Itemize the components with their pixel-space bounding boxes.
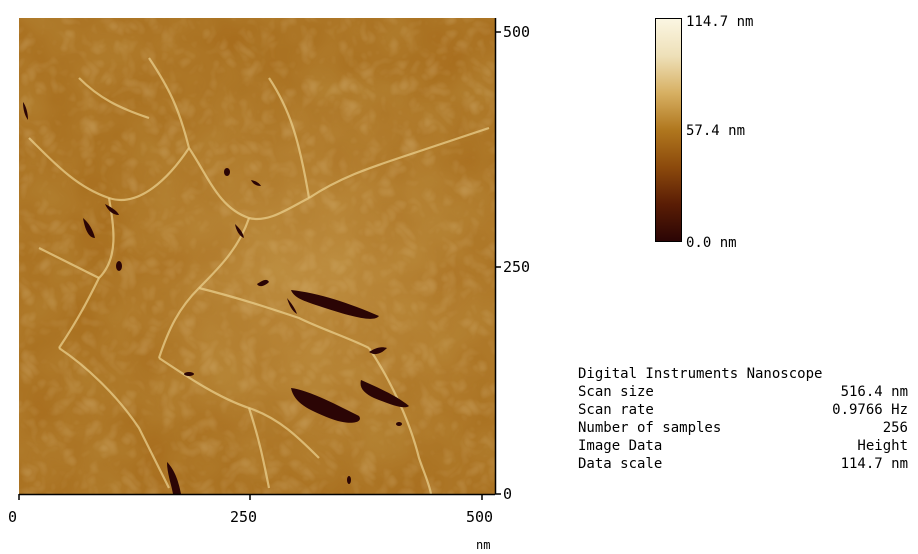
afm-height-image (19, 18, 495, 494)
pit-16 (347, 476, 351, 484)
info-value: Height (857, 438, 908, 454)
info-row: Data scale 114.7 nm (578, 455, 908, 473)
info-row: Scan rate 0.9766 Hz (578, 401, 908, 419)
scan-parameters: Scan size 516.4 nm Scan rate 0.9766 Hz Numbe… (578, 383, 908, 473)
info-label: Number of samples (578, 420, 722, 436)
info-value: 114.7 nm (840, 456, 908, 472)
pit-1 (291, 290, 379, 319)
pit-7 (235, 224, 244, 238)
pit-8 (251, 180, 261, 186)
info-row: Image Data Height (578, 437, 908, 455)
color-scale-bar (655, 18, 682, 242)
info-label: Scan rate (578, 402, 654, 418)
y-tick-label-0: 0 (503, 485, 513, 503)
info-label: Data scale (578, 456, 663, 472)
pit-10 (287, 298, 297, 314)
pit-17 (396, 422, 402, 426)
info-value: 516.4 nm (840, 384, 908, 400)
y-tick-label-500: 500 (503, 23, 531, 41)
info-label: Image Data (578, 438, 663, 454)
boundary-10 (78, 77, 150, 120)
info-row: Scan size 516.4 nm (578, 383, 908, 401)
x-tick-label-250: 250 (230, 508, 258, 526)
pit-14 (116, 261, 122, 271)
pit-2 (291, 388, 360, 423)
boundary-13 (38, 247, 100, 279)
grain-boundaries (28, 57, 490, 494)
info-label: Scan size (578, 384, 654, 400)
pit-9 (257, 279, 269, 287)
boundary-6 (198, 286, 370, 349)
pit-4 (167, 462, 181, 494)
boundary-4 (148, 57, 191, 149)
pit-11 (369, 347, 387, 355)
boundary-9 (308, 126, 490, 199)
boundary-12 (368, 347, 433, 494)
boundary-11 (268, 77, 311, 199)
scan-info-panel: Digital Instruments Nanoscope Scan size 5… (578, 365, 908, 473)
pit-6 (105, 204, 119, 215)
x-tick-label-0: 0 (8, 508, 18, 526)
pit-12 (23, 102, 28, 120)
info-value: 0.9766 Hz (832, 402, 908, 418)
x-axis-unit: nm (476, 538, 491, 552)
pit-15 (184, 372, 194, 376)
pit-3 (360, 380, 409, 408)
boundary-2 (58, 197, 115, 349)
colorbar-max-label: 114.7 nm (686, 14, 754, 30)
dark-pits (23, 102, 409, 494)
pit-13 (224, 168, 230, 176)
info-value: 256 (882, 420, 908, 436)
pit-5 (83, 218, 95, 238)
y-tick-label-250: 250 (503, 258, 531, 276)
bright-region (19, 18, 495, 494)
boundary-3 (188, 147, 310, 221)
colorbar-mid-label: 57.4 nm (686, 123, 746, 139)
info-row: Number of samples 256 (578, 419, 908, 437)
colorbar-min-label: 0.0 nm (686, 235, 737, 251)
boundary-8 (58, 347, 170, 489)
x-tick-label-500: 500 (466, 508, 494, 526)
boundary-14 (247, 407, 271, 489)
instrument-name: Digital Instruments Nanoscope (578, 366, 823, 382)
